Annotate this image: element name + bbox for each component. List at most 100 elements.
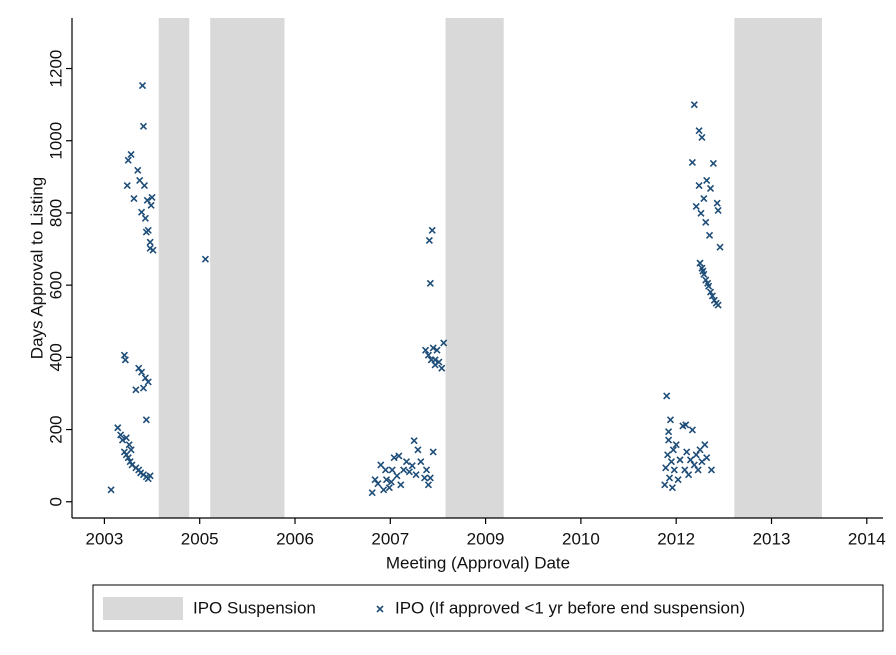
point <box>122 434 130 442</box>
point <box>146 244 154 252</box>
point <box>139 122 148 130</box>
point <box>699 267 707 275</box>
point <box>440 339 448 347</box>
point <box>127 150 135 159</box>
point <box>146 472 154 480</box>
point <box>121 356 129 364</box>
point <box>704 279 712 287</box>
point <box>701 441 709 449</box>
point <box>685 471 693 479</box>
point <box>132 386 140 394</box>
point <box>125 441 133 449</box>
x-tick-label: 2005 <box>181 529 219 548</box>
x-tick-label: 2010 <box>562 529 600 548</box>
legend-label: IPO Suspension <box>193 598 316 617</box>
point <box>380 486 388 494</box>
suspension-band <box>210 18 285 518</box>
suspension-band <box>158 18 190 518</box>
y-tick-label: 1200 <box>46 50 65 88</box>
point <box>107 486 115 494</box>
point <box>690 101 698 109</box>
suspension-band <box>734 18 823 518</box>
point <box>706 288 715 296</box>
point <box>706 184 715 192</box>
point <box>138 81 147 90</box>
point <box>428 226 436 234</box>
point <box>702 218 710 226</box>
point <box>385 484 393 492</box>
point <box>424 351 432 359</box>
point <box>144 378 152 386</box>
legend-marker <box>376 605 384 613</box>
y-tick-label: 800 <box>46 199 65 227</box>
point <box>424 481 432 489</box>
point <box>417 458 425 466</box>
point <box>695 127 703 135</box>
point <box>692 451 700 459</box>
point <box>692 202 700 211</box>
point <box>702 276 710 284</box>
point <box>374 480 382 488</box>
point <box>134 166 142 174</box>
point <box>141 214 149 222</box>
point <box>421 474 429 482</box>
point <box>387 478 395 486</box>
point <box>140 181 148 190</box>
point <box>421 346 430 354</box>
y-tick-label: 400 <box>46 343 65 371</box>
point <box>201 255 209 263</box>
point <box>410 437 418 445</box>
point <box>665 436 673 444</box>
x-tick-label: 2009 <box>467 529 505 548</box>
point <box>664 451 672 459</box>
point <box>126 458 134 466</box>
y-axis-label: Days Approval to Listing <box>27 177 46 359</box>
point <box>686 456 695 464</box>
point <box>663 392 671 400</box>
point <box>714 301 722 309</box>
point <box>705 231 714 239</box>
suspension-band <box>445 18 504 518</box>
point <box>124 454 132 462</box>
y-tick-label: 0 <box>46 497 65 506</box>
point <box>708 292 716 300</box>
point <box>431 356 439 364</box>
point <box>670 466 678 474</box>
point <box>368 489 376 497</box>
x-tick-label: 2003 <box>85 529 123 548</box>
point <box>709 159 717 168</box>
point <box>690 461 698 469</box>
point <box>147 201 155 209</box>
point <box>429 344 437 352</box>
point <box>661 481 669 489</box>
point <box>412 471 420 479</box>
point <box>662 464 670 472</box>
x-tick-label: 2006 <box>276 529 314 548</box>
point <box>402 458 411 466</box>
x-tick-label: 2013 <box>753 529 791 548</box>
point <box>696 259 704 267</box>
point <box>124 156 132 164</box>
legend-swatch <box>103 597 183 620</box>
point <box>713 199 721 207</box>
point <box>146 238 154 246</box>
point <box>668 484 676 492</box>
point <box>697 209 705 217</box>
point <box>422 466 431 474</box>
point <box>438 364 446 372</box>
x-tick-label: 2007 <box>371 529 409 548</box>
y-tick-label: 1000 <box>46 122 65 160</box>
point <box>425 236 433 244</box>
point <box>381 466 390 474</box>
point <box>703 454 711 462</box>
point <box>118 436 127 444</box>
point <box>397 481 405 489</box>
point <box>667 458 676 466</box>
point <box>694 466 702 474</box>
point <box>700 194 708 203</box>
point <box>408 462 416 470</box>
x-axis-label: Meeting (Approval) Date <box>386 553 570 572</box>
point <box>695 181 703 190</box>
point <box>138 368 146 376</box>
point <box>698 133 706 142</box>
